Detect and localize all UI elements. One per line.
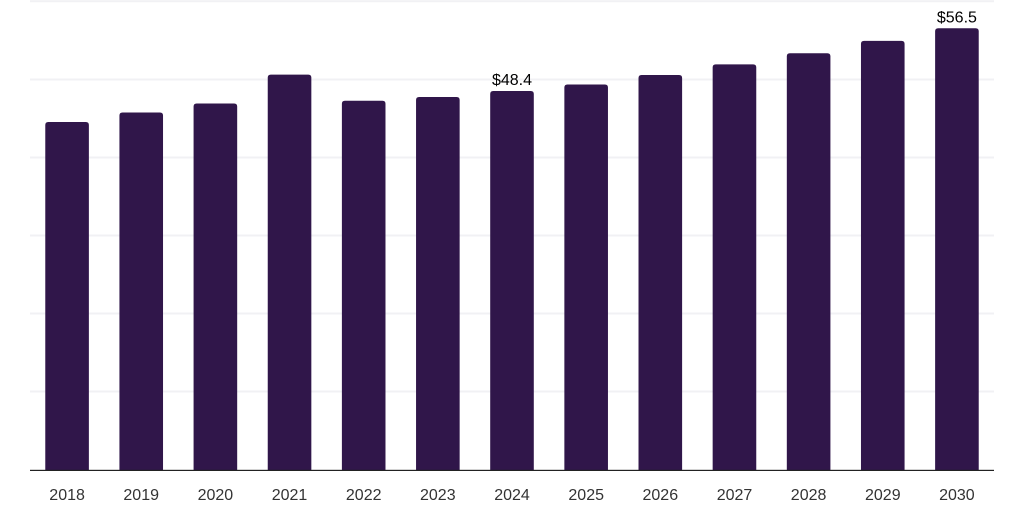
svg-text:$48.4: $48.4 [492, 72, 532, 89]
svg-text:2028: 2028 [791, 487, 827, 504]
svg-text:2018: 2018 [49, 487, 85, 504]
svg-text:2022: 2022 [346, 487, 382, 504]
svg-text:2030: 2030 [939, 487, 975, 504]
svg-text:2020: 2020 [198, 487, 234, 504]
svg-text:2024: 2024 [494, 487, 530, 504]
svg-text:$56.5: $56.5 [937, 9, 977, 26]
svg-text:2025: 2025 [568, 487, 604, 504]
svg-text:2029: 2029 [865, 487, 901, 504]
svg-text:2021: 2021 [272, 487, 308, 504]
svg-text:2019: 2019 [123, 487, 159, 504]
svg-text:2023: 2023 [420, 487, 456, 504]
svg-text:2026: 2026 [643, 487, 679, 504]
svg-text:2027: 2027 [717, 487, 753, 504]
